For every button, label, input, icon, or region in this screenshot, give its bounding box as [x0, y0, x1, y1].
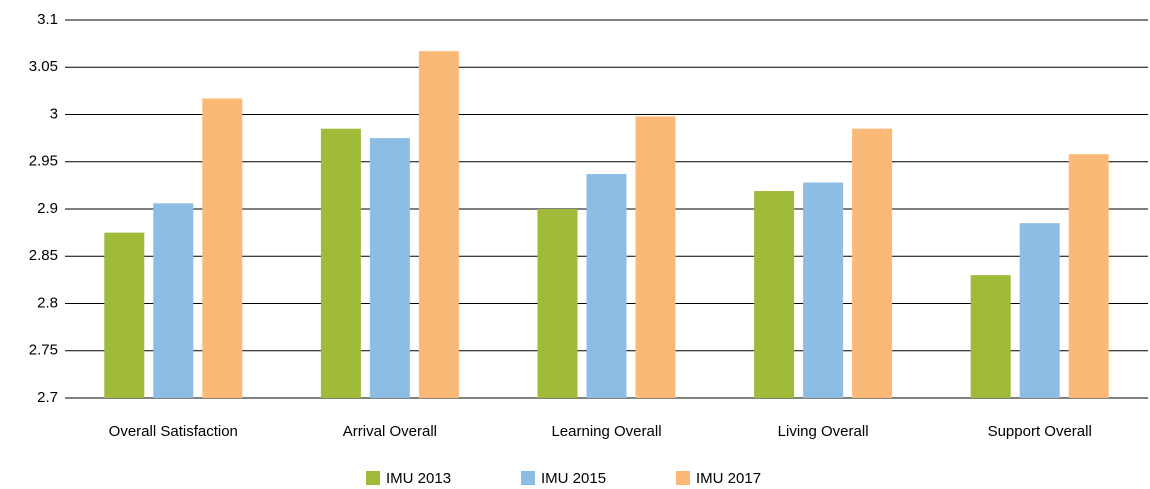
y-tick-label: 2.7	[37, 389, 58, 406]
x-tick-label: Living Overall	[778, 423, 869, 440]
bar	[852, 128, 893, 399]
legend-label: IMU 2013	[386, 470, 451, 487]
bar	[153, 203, 194, 398]
y-tick-label: 3.05	[29, 58, 58, 75]
y-tick-label: 2.8	[37, 294, 58, 311]
bar	[369, 138, 410, 398]
bar	[803, 182, 844, 398]
x-tick-label: Support Overall	[988, 423, 1092, 440]
bar	[1068, 154, 1109, 398]
bar	[1019, 223, 1060, 398]
legend-label: IMU 2015	[541, 470, 606, 487]
y-tick-label: 3.1	[37, 11, 58, 28]
y-tick-label: 2.75	[29, 342, 58, 359]
bar	[635, 116, 676, 398]
bar	[202, 98, 243, 398]
bar	[418, 51, 459, 399]
bar	[537, 209, 578, 398]
bar	[586, 174, 627, 398]
y-tick-label: 2.85	[29, 247, 58, 264]
bar	[104, 232, 145, 398]
legend-swatch	[366, 471, 380, 485]
x-tick-label: Overall Satisfaction	[109, 423, 238, 440]
x-tick-label: Arrival Overall	[343, 423, 437, 440]
bar	[320, 128, 361, 399]
bar	[754, 191, 795, 398]
legend-swatch	[521, 471, 535, 485]
legend-label: IMU 2017	[696, 470, 761, 487]
bar	[970, 275, 1011, 398]
y-tick-label: 3	[50, 105, 58, 122]
y-tick-label: 2.95	[29, 153, 58, 170]
y-tick-label: 2.9	[37, 200, 58, 217]
x-tick-label: Learning Overall	[551, 423, 661, 440]
legend-swatch	[676, 471, 690, 485]
